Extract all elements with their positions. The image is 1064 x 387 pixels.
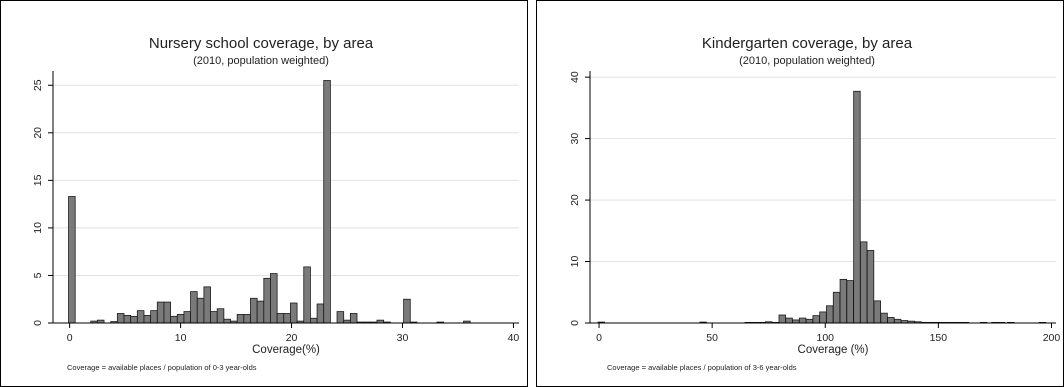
histogram-bar xyxy=(123,314,132,324)
histogram-bar xyxy=(873,300,881,324)
x-tick-label: 40 xyxy=(508,332,520,344)
histogram-bar xyxy=(156,301,165,324)
histogram-bar xyxy=(163,301,172,324)
chart-subtitle: (2010, population weighted) xyxy=(739,55,875,67)
nursery-chart-panel: Nursery school coverage, by area (2010, … xyxy=(0,0,528,387)
kindergarten-chart-panel: Kindergarten coverage, by area (2010, po… xyxy=(536,0,1064,387)
x-tick-label: 0 xyxy=(67,332,73,344)
chart-title: Nursery school coverage, by area xyxy=(149,35,374,52)
histogram-bar xyxy=(866,250,875,324)
histogram-bar xyxy=(68,196,76,324)
y-tick-label: 25 xyxy=(32,79,44,91)
y-tick-label: 40 xyxy=(569,71,581,83)
histogram-bar xyxy=(887,317,895,324)
x-tick-label: 150 xyxy=(930,332,948,344)
y-tick-label: 5 xyxy=(32,272,44,278)
histogram-bar xyxy=(832,291,841,324)
histogram-bar xyxy=(276,313,285,324)
y-tick-label: 20 xyxy=(569,194,581,206)
histogram-bar xyxy=(778,314,786,324)
histogram-bar xyxy=(130,315,138,324)
nursery-plot-area: 0 5 10 15 20 25 0 10 20 30 40 xyxy=(32,71,519,344)
histogram-bar xyxy=(256,300,265,324)
nursery-chart-svg: Nursery school coverage, by area (2010, … xyxy=(32,35,519,372)
histogram-bar xyxy=(403,298,411,324)
histogram-bar xyxy=(176,314,185,324)
y-tick-label: 10 xyxy=(569,256,581,268)
histogram-bar xyxy=(143,314,152,324)
histogram-bar xyxy=(183,311,191,324)
histogram-bar xyxy=(263,277,271,324)
y-tick-label: 15 xyxy=(32,174,44,186)
histogram-bar xyxy=(323,80,331,324)
histogram-bar xyxy=(303,266,311,324)
histogram-bar xyxy=(223,318,231,324)
histogram-bar xyxy=(150,310,158,324)
chart-note: Coverage = available places / population… xyxy=(607,363,797,372)
histogram-bar xyxy=(839,278,848,324)
histogram-bar xyxy=(785,317,793,324)
x-tick-label: 20 xyxy=(286,332,298,344)
histogram-bar xyxy=(243,314,251,324)
histogram-bar xyxy=(819,311,827,324)
chart-note: Coverage = available places / population… xyxy=(67,363,257,372)
histogram-bar xyxy=(853,90,861,324)
histogram-bar xyxy=(349,313,358,324)
histogram-bar xyxy=(336,311,345,324)
histogram-bar xyxy=(270,273,278,324)
x-tick-label: 30 xyxy=(397,332,409,344)
histogram-bar xyxy=(310,317,318,324)
x-axis-title: Coverage(%) xyxy=(252,344,320,356)
histogram-bar xyxy=(250,297,258,324)
histogram-bar xyxy=(826,305,834,324)
histogram-bar xyxy=(846,280,854,324)
histogram-bar xyxy=(236,314,245,324)
kindergarten-plot-area: 0 10 20 30 40 0 50 100 150 200 xyxy=(569,71,1060,344)
y-tick-label: 30 xyxy=(569,133,581,145)
histogram-bar xyxy=(116,313,125,324)
histogram-bar xyxy=(216,308,225,324)
y-tick-label: 10 xyxy=(32,222,44,234)
histogram-bar xyxy=(290,302,298,324)
x-tick-label: 100 xyxy=(816,332,834,344)
histogram-bar xyxy=(805,318,814,324)
y-tick-label: 0 xyxy=(32,320,44,326)
histogram-bar xyxy=(170,315,178,324)
histogram-bar xyxy=(893,318,902,324)
x-tick-label: 50 xyxy=(706,332,718,344)
chart-subtitle: (2010, population weighted) xyxy=(193,55,329,67)
x-axis-title: Coverage (%) xyxy=(798,344,869,356)
histogram-bar xyxy=(203,286,211,324)
histogram-bar xyxy=(860,241,868,324)
histogram-bar xyxy=(283,313,291,324)
chart-title: Kindergarten coverage, by area xyxy=(702,35,913,52)
histogram-bar xyxy=(798,317,807,324)
y-tick-label: 0 xyxy=(569,320,581,326)
histogram-bar xyxy=(190,291,198,324)
histogram-bar xyxy=(880,312,888,324)
kindergarten-chart-svg: Kindergarten coverage, by area (2010, po… xyxy=(569,35,1060,372)
histogram-bar xyxy=(316,303,325,324)
histogram-bar xyxy=(210,311,218,324)
histogram-bar xyxy=(136,310,145,324)
histogram-bar xyxy=(812,315,820,324)
x-tick-label: 10 xyxy=(175,332,187,344)
x-tick-label: 200 xyxy=(1043,332,1061,344)
y-tick-label: 20 xyxy=(32,127,44,139)
histogram-bar xyxy=(196,297,205,324)
x-tick-label: 0 xyxy=(596,332,602,344)
